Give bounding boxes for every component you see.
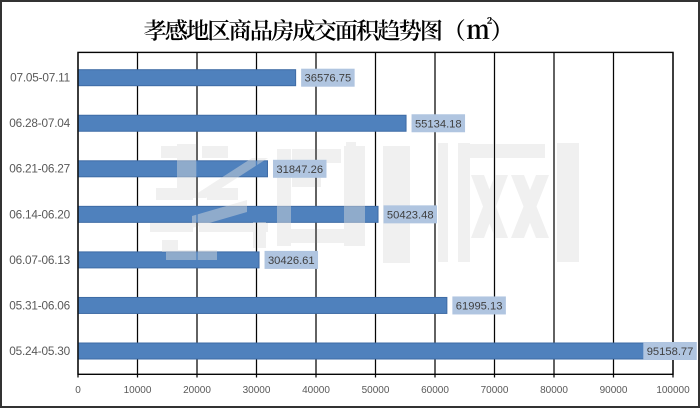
svg-text:31847.26: 31847.26 — [276, 164, 323, 176]
svg-text:05.24-05.30: 05.24-05.30 — [9, 344, 70, 358]
svg-text:30426.61: 30426.61 — [268, 255, 315, 267]
svg-text:61995.13: 61995.13 — [456, 300, 503, 312]
svg-text:50000: 50000 — [362, 385, 390, 396]
svg-text:40000: 40000 — [302, 385, 330, 396]
svg-text:06.28-07.04: 06.28-07.04 — [9, 116, 70, 130]
svg-text:60000: 60000 — [421, 385, 449, 396]
svg-text:80000: 80000 — [540, 385, 568, 396]
svg-text:06.14-06.20: 06.14-06.20 — [9, 207, 70, 221]
svg-text:70000: 70000 — [481, 385, 509, 396]
svg-text:05.31-06.06: 05.31-06.06 — [9, 298, 70, 312]
svg-text:55134.18: 55134.18 — [415, 118, 462, 130]
svg-text:95158.77: 95158.77 — [647, 346, 694, 358]
svg-text:50423.48: 50423.48 — [387, 209, 434, 221]
svg-text:06.21-06.27: 06.21-06.27 — [9, 162, 70, 176]
svg-text:10000: 10000 — [124, 385, 152, 396]
svg-text:0: 0 — [75, 385, 81, 396]
svg-text:30000: 30000 — [243, 385, 271, 396]
svg-text:90000: 90000 — [600, 385, 628, 396]
svg-text:36576.75: 36576.75 — [305, 73, 352, 85]
svg-text:07.05-07.11: 07.05-07.11 — [10, 71, 70, 85]
svg-text:100000: 100000 — [656, 385, 690, 396]
svg-text:20000: 20000 — [183, 385, 211, 396]
svg-text:06.07-06.13: 06.07-06.13 — [9, 253, 70, 267]
